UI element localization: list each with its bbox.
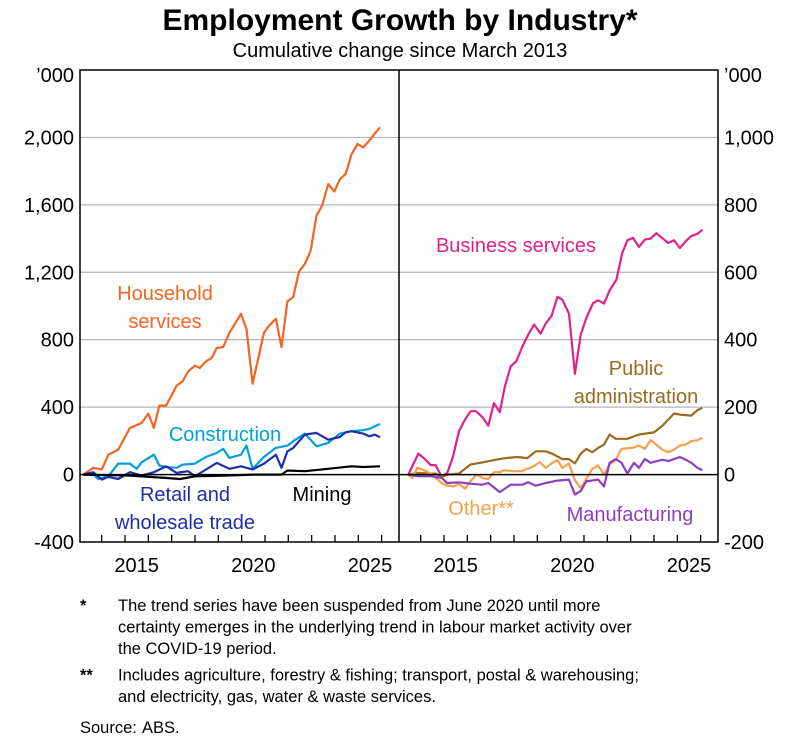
series-line-business-services <box>407 228 704 478</box>
series-line-public-administration <box>408 406 703 478</box>
chart-title: Employment Growth by Industry* <box>162 4 637 37</box>
footnotes: * The trend series have been suspended fr… <box>80 597 639 737</box>
x-tick-label: 2025 <box>667 555 712 577</box>
footnote-text: The trend series have been suspended fro… <box>118 597 600 615</box>
y-tick-label: 400 <box>41 397 74 419</box>
series-label: Retail and <box>140 484 230 506</box>
series-label: wholesale trade <box>114 512 255 534</box>
y-tick-label: 2,000 <box>24 127 74 149</box>
y-tick-label: 1,000 <box>724 127 774 149</box>
series-label: Other** <box>448 498 514 520</box>
y-tick-label: 0 <box>724 465 735 487</box>
y-tick-label: 1,200 <box>24 262 74 284</box>
y-tick-label: -200 <box>724 532 764 554</box>
chart-subtitle: Cumulative change since March 2013 <box>233 40 568 62</box>
series-label: services <box>128 311 201 333</box>
y-tick-label: 800 <box>41 330 74 352</box>
y-tick-label: 1,600 <box>24 195 74 217</box>
series-label: Construction <box>169 424 281 446</box>
y-tick-label: 600 <box>724 262 757 284</box>
series-line-manufacturing <box>408 455 703 496</box>
y-tick-label: -400 <box>34 532 74 554</box>
series-label: Public <box>609 358 663 380</box>
series-label: administration <box>574 386 699 408</box>
series-line-construction <box>83 422 381 481</box>
footnote-text: the COVID-19 period. <box>118 640 277 658</box>
x-tick-label: 2015 <box>433 555 478 577</box>
x-tick-label: 2015 <box>114 555 159 577</box>
x-tick-label: 2020 <box>550 555 595 577</box>
series-label: Business services <box>436 235 596 257</box>
y-unit-label: ’000 <box>36 65 74 87</box>
footnote-text: Includes agriculture, forestry & fishing… <box>118 667 639 685</box>
series-line-household-services <box>82 126 381 476</box>
source-value: ABS. <box>142 719 180 737</box>
footnote-text: and electricity, gas, water & waste serv… <box>118 688 436 706</box>
x-tick-label: 2020 <box>231 555 276 577</box>
y-tick-label: 400 <box>724 330 757 352</box>
series-line-retail-and-wholesale-trade <box>82 430 381 481</box>
footnote-text: certainty emerges in the underlying tren… <box>118 619 632 637</box>
panel-1: 2015 2020 2025 -400 0 400 800 1,200 1,600 2,000 ’0… <box>24 65 399 577</box>
series-label: Manufacturing <box>567 504 694 526</box>
footnote-mark: ** <box>80 667 93 685</box>
y-tick-label: 200 <box>724 397 757 419</box>
footnote-mark: * <box>80 597 87 615</box>
panel-2: 2015 2020 2025 -200 0 200 400 600 800 1,000 ’000 Bu… <box>399 65 774 577</box>
x-tick-label: 2025 <box>348 555 393 577</box>
y-tick-label: 0 <box>63 465 74 487</box>
series-line-other <box>407 436 703 490</box>
series-label: Household <box>117 283 213 305</box>
series-label: Mining <box>293 484 352 506</box>
y-unit-label: ’000 <box>724 65 762 87</box>
source-label: Source: <box>80 719 137 737</box>
plots: 2015 2020 2025 -400 0 400 800 1,200 1,600 2,000 ’0… <box>24 65 774 577</box>
y-tick-label: 800 <box>724 195 757 217</box>
